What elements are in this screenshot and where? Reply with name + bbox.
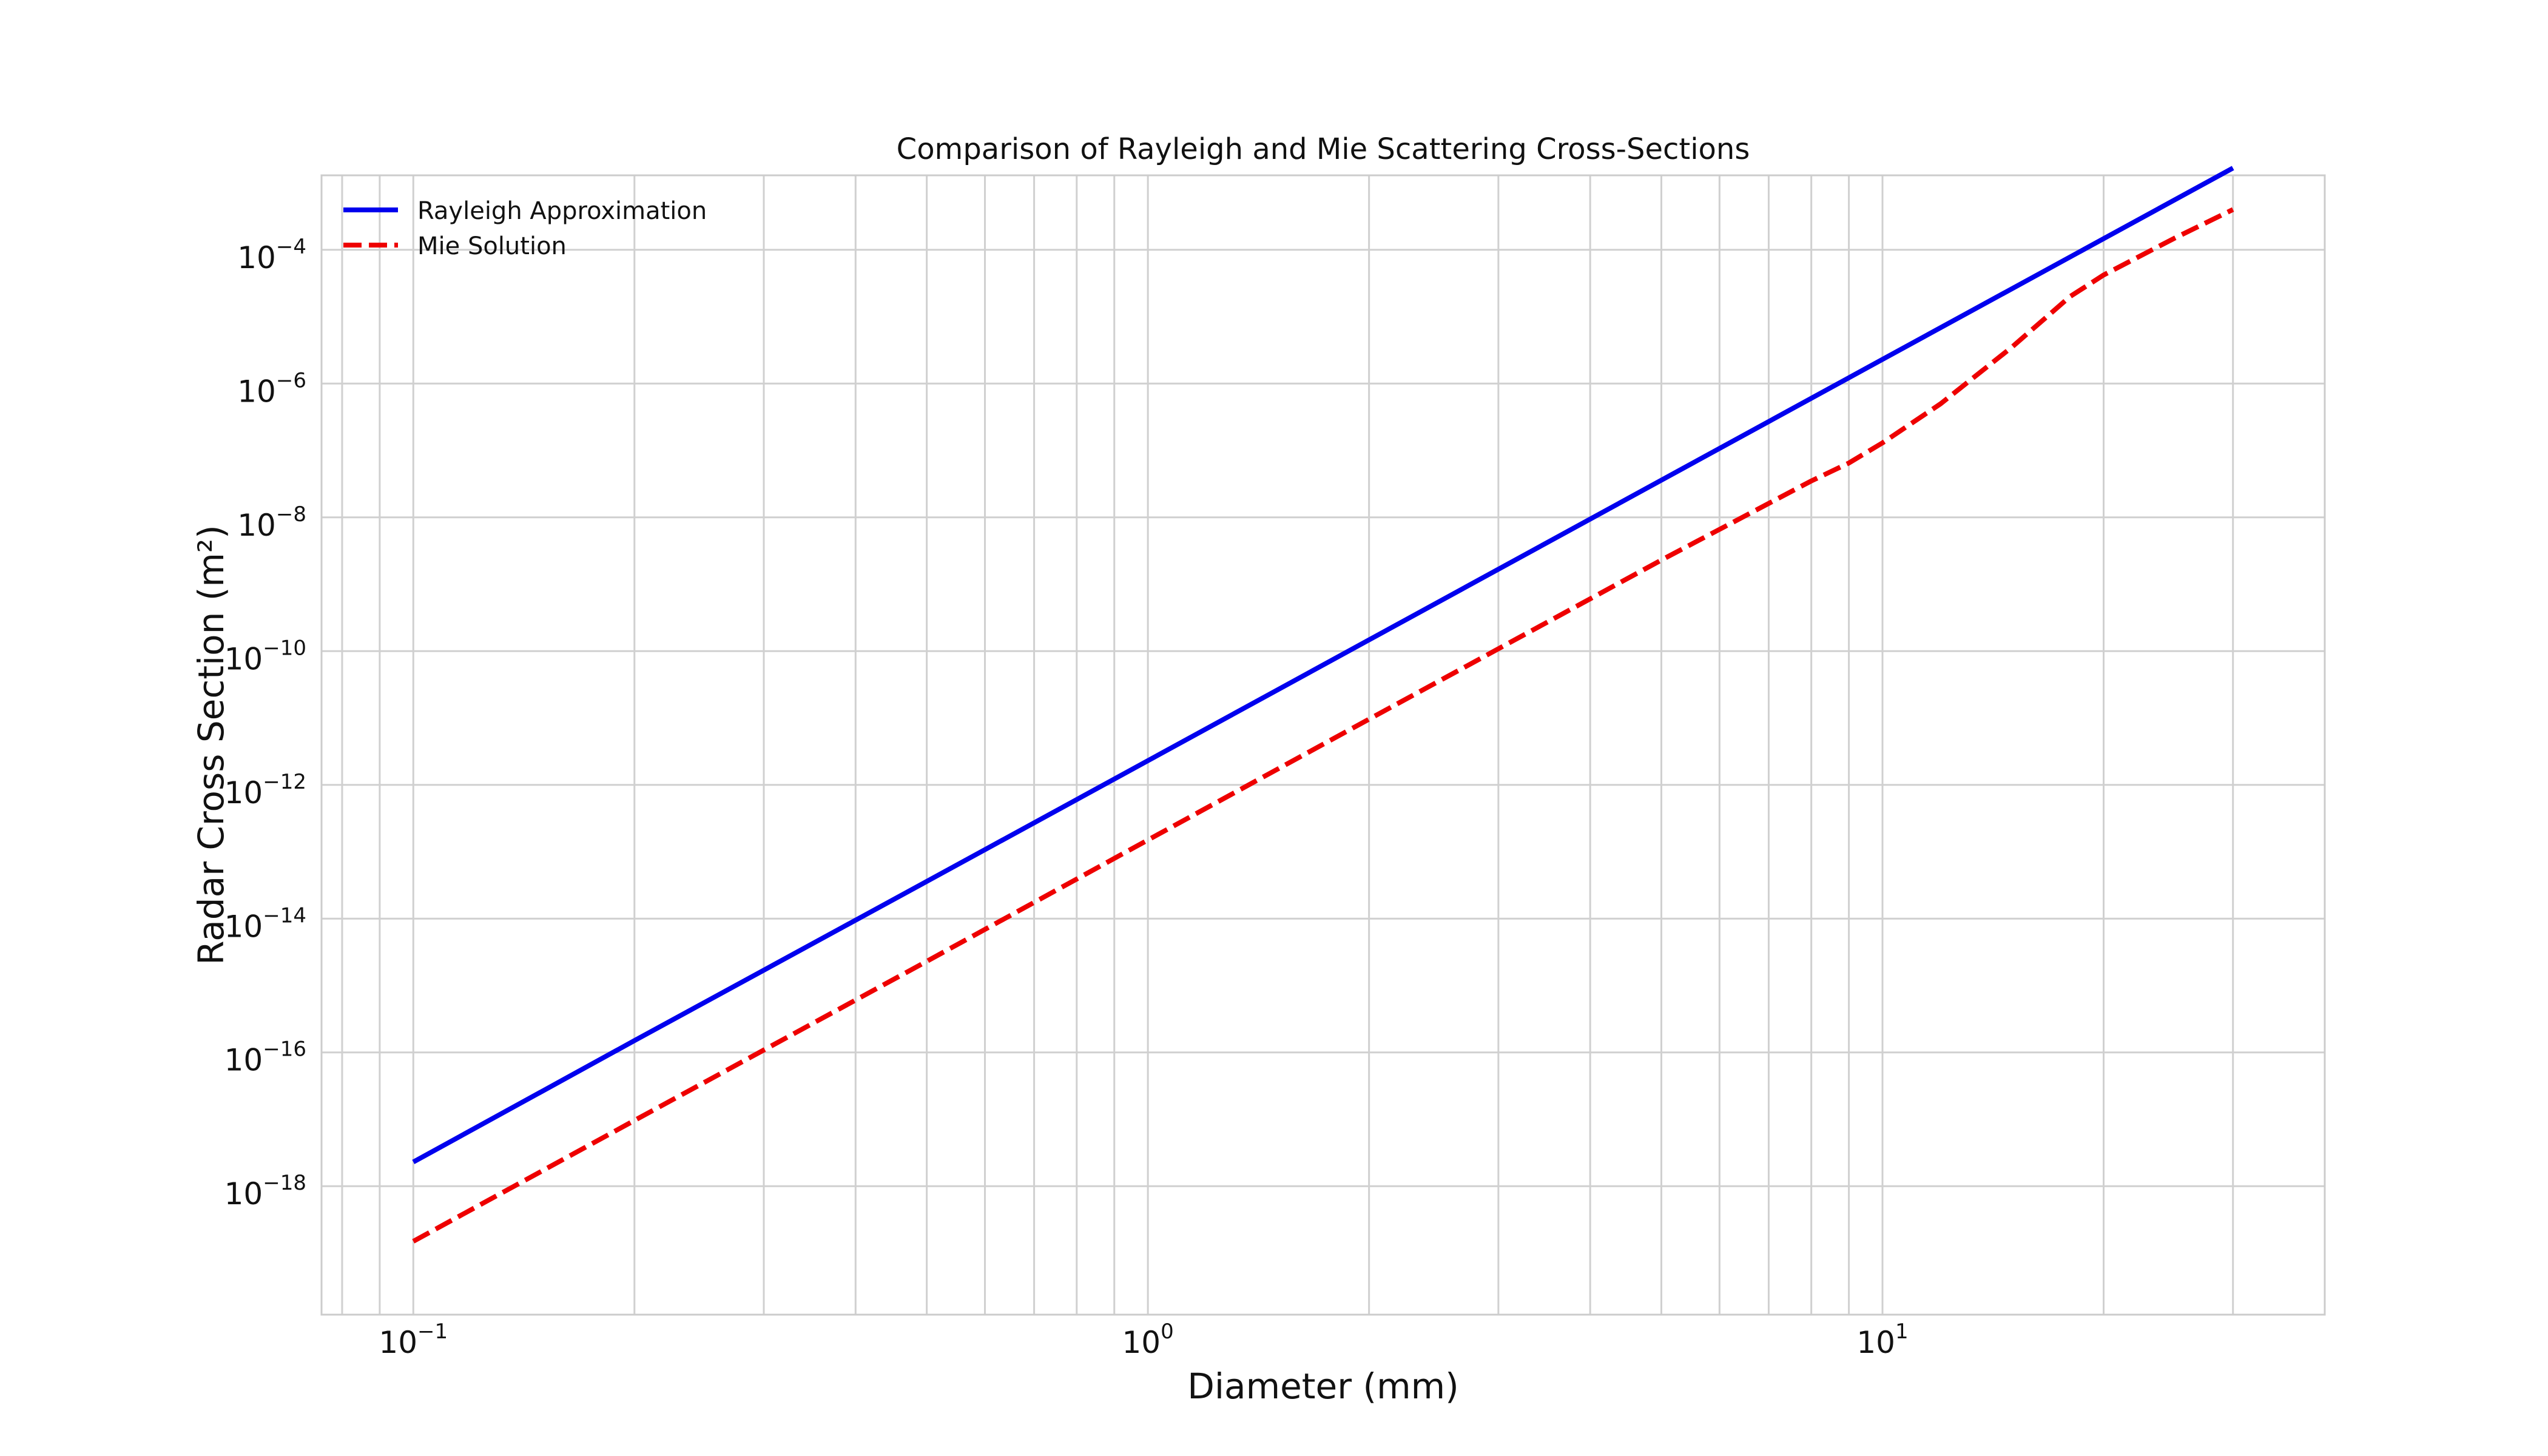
y-tick-label: 10−14 <box>224 903 306 944</box>
x-tick-label: 100 <box>1122 1320 1174 1360</box>
y-axis-label: Radar Cross Section (m²) <box>190 525 232 965</box>
legend-label-rayleigh: Rayleigh Approximation <box>417 197 707 225</box>
y-tick-label: 10−6 <box>237 368 306 409</box>
y-tick-label: 10−16 <box>224 1037 306 1078</box>
y-tick-label: 10−10 <box>224 636 306 676</box>
y-tick-label: 10−12 <box>224 770 306 811</box>
x-tick-label: 10−1 <box>379 1320 448 1360</box>
legend: Rayleigh Approximation Mie Solution <box>343 197 707 260</box>
series-line-mie <box>412 207 2234 1244</box>
chart-title: Comparison of Rayleigh and Mie Scatterin… <box>897 132 1750 166</box>
plot-frame <box>320 174 2326 1316</box>
grid <box>322 175 2326 1315</box>
y-tick-label: 10−4 <box>237 235 306 275</box>
series-line-rayleigh <box>412 166 2234 1164</box>
tick-labels: 10−1 100 101 10−18 10−16 10−14 10−12 10−10 10−8 1… <box>224 235 1909 1360</box>
series-layer <box>412 166 2234 1244</box>
legend-label-mie: Mie Solution <box>417 232 567 260</box>
y-tick-label: 10−18 <box>224 1171 306 1212</box>
x-axis-label: Diameter (mm) <box>1187 1366 1458 1407</box>
y-tick-label: 10−8 <box>237 502 306 543</box>
x-tick-label: 101 <box>1856 1320 1908 1360</box>
